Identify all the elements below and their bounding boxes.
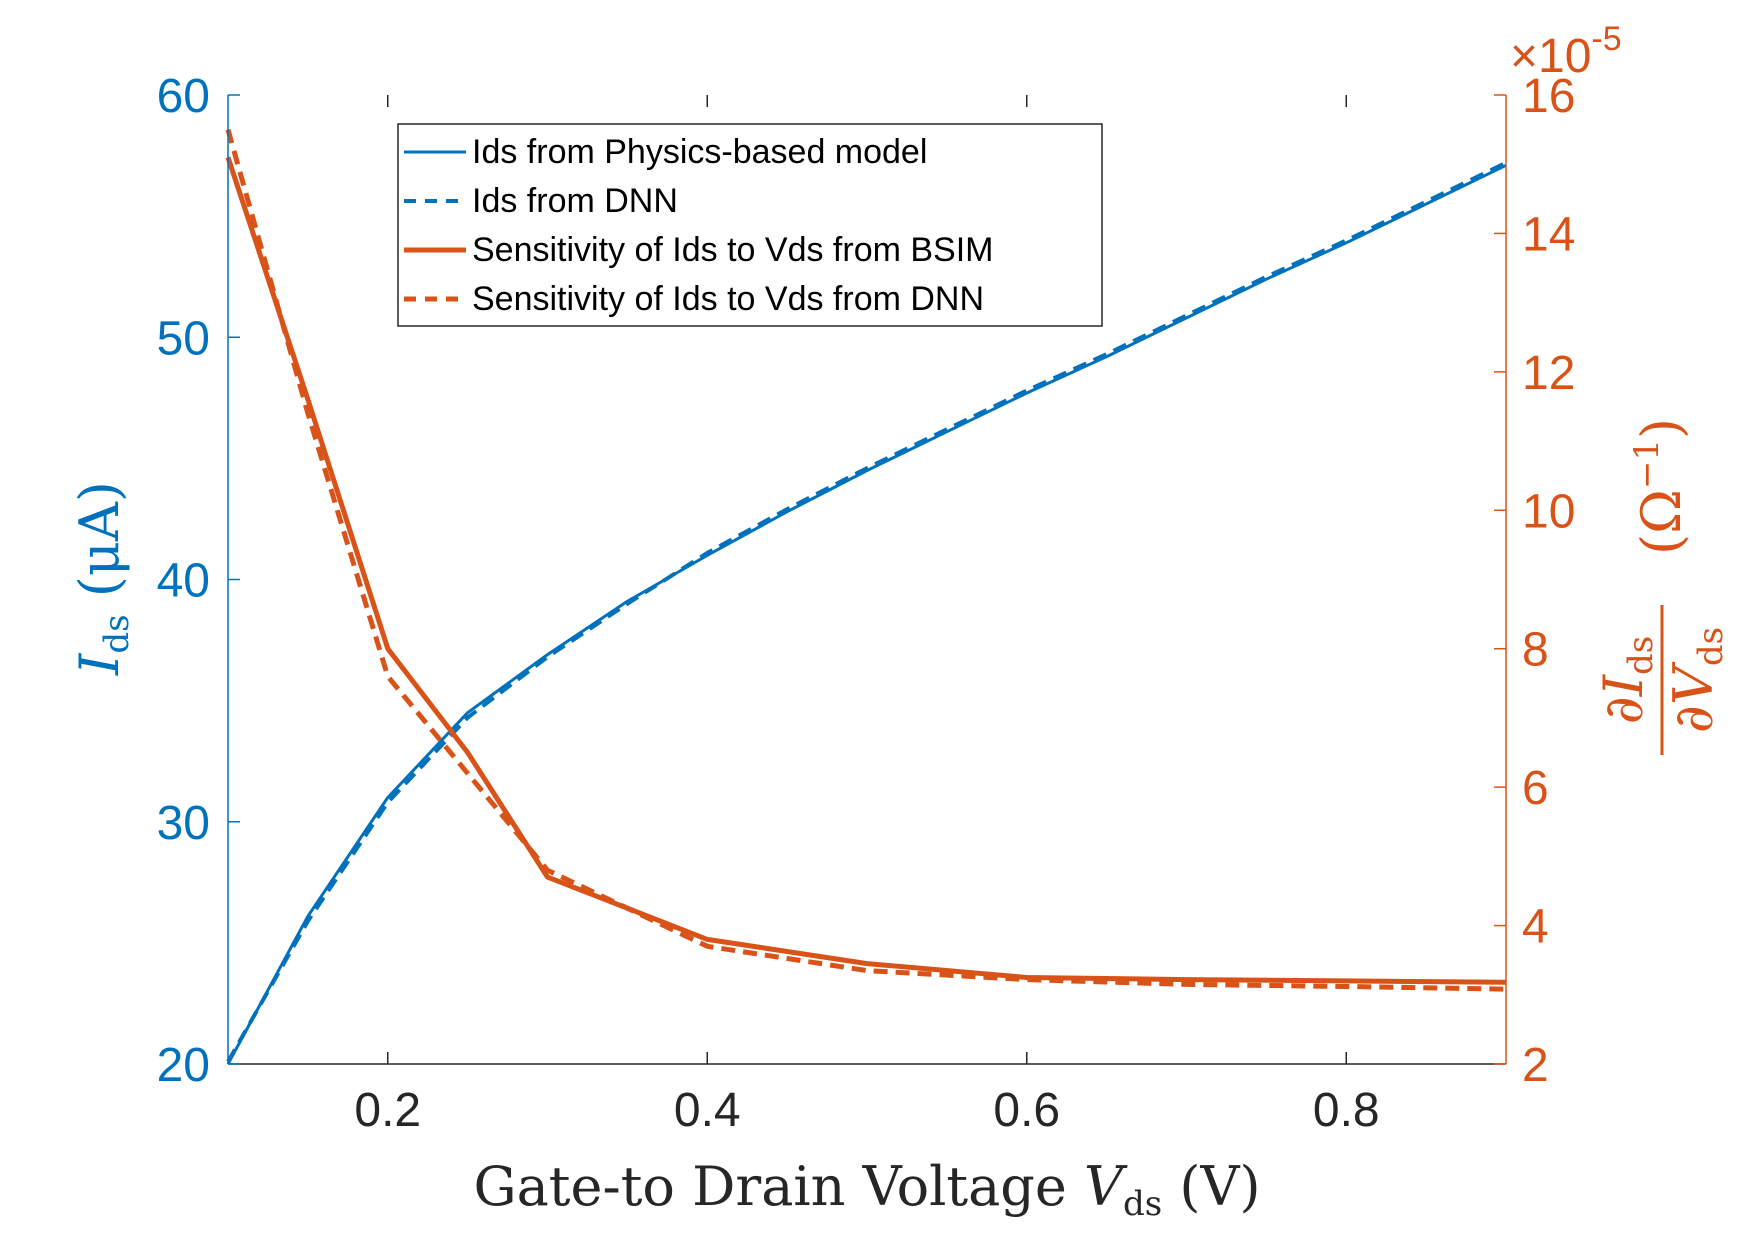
legend-label-3: Sensitivity of Ids to Vds from DNN [472,280,984,318]
y-right-tick-label-1: 4 [1522,901,1549,954]
y-axis-right-label-numerator: ∂Ids [1592,636,1661,724]
x-axis-label: Gate-to Drain Voltage Vds (V) [473,1155,1260,1224]
labels-layer: 0.2 0.4 0.6 0.8 20 30 40 50 60 2 4 6 8 10 12 14 16 [157,70,1576,1137]
y-right-tick-label-6: 14 [1522,208,1575,261]
series-line-1 [226,161,1507,1063]
y-axis-right-label-unit: (Ω−1) [1627,418,1693,555]
legend: Ids from Physics-based model Ids from DN… [397,123,1103,327]
legend-label-0: Ids from Physics-based model [472,133,927,171]
x-tick-label-2: 0.6 [993,1084,1060,1137]
x-tick-label-1: 0.4 [674,1084,741,1137]
series-layer [225,128,1507,1065]
y-left-tick-label-2: 40 [157,555,210,608]
x-tick-label-0: 0.2 [354,1084,421,1137]
legend-label-2: Sensitivity of Ids to Vds from BSIM [472,231,994,269]
y-axis-right-exponent: ×10-5 [1510,20,1622,83]
y-axis-right-label: ∂Ids ∂Vds (Ω−1) [1592,418,1731,755]
series-line-2 [225,156,1507,985]
series-line-3 [225,128,1507,992]
y-axis-left-label: Ids (μA) [68,481,137,676]
y-left-tick-label-1: 30 [157,797,210,850]
y-right-tick-label-5: 12 [1522,347,1575,400]
x-tick-label-3: 0.8 [1313,1084,1380,1137]
y-left-tick-label-4: 60 [157,70,210,123]
y-left-tick-label-0: 20 [157,1039,210,1092]
y-right-tick-label-3: 8 [1522,624,1549,677]
axes-layer [227,94,1507,1065]
legend-label-1: Ids from DNN [472,182,678,220]
legend-box [397,123,1103,327]
y-right-tick-label-2: 6 [1522,762,1549,815]
y-axis-right-label-denominator: ∂Vds [1662,627,1731,733]
y-right-tick-label-0: 2 [1522,1039,1549,1092]
y-right-tick-label-7: 16 [1522,70,1575,123]
series-line-0 [226,163,1507,1065]
y-right-tick-label-4: 10 [1522,485,1575,538]
y-left-tick-label-3: 50 [157,312,210,365]
